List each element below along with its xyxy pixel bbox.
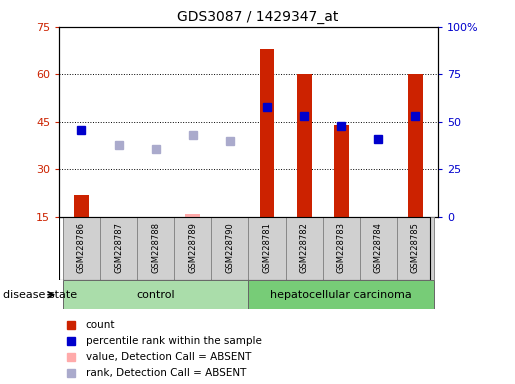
Text: GDS3087 / 1429347_at: GDS3087 / 1429347_at: [177, 10, 338, 23]
Bar: [63, 217, 100, 280]
Bar: [297, 74, 312, 217]
Text: GSM228785: GSM228785: [411, 222, 420, 273]
Text: value, Detection Call = ABSENT: value, Detection Call = ABSENT: [85, 352, 251, 362]
Bar: [260, 49, 274, 217]
Text: count: count: [85, 320, 115, 330]
Bar: [74, 195, 89, 217]
Text: GSM228789: GSM228789: [188, 222, 197, 273]
Text: rank, Detection Call = ABSENT: rank, Detection Call = ABSENT: [85, 368, 246, 379]
Bar: [286, 217, 323, 280]
Text: GSM228788: GSM228788: [151, 222, 160, 273]
Text: hepatocellular carcinoma: hepatocellular carcinoma: [270, 290, 412, 300]
Text: GSM228787: GSM228787: [114, 222, 123, 273]
Bar: [174, 217, 211, 280]
Text: percentile rank within the sample: percentile rank within the sample: [85, 336, 262, 346]
Text: GSM228790: GSM228790: [226, 222, 234, 273]
Bar: [185, 214, 200, 217]
Text: disease state: disease state: [3, 290, 77, 300]
Text: GSM228784: GSM228784: [374, 222, 383, 273]
Bar: [248, 280, 434, 309]
Text: GSM228786: GSM228786: [77, 222, 86, 273]
Text: GSM228783: GSM228783: [337, 222, 346, 273]
Text: GSM228781: GSM228781: [263, 222, 271, 273]
Text: control: control: [136, 290, 175, 300]
Text: GSM228782: GSM228782: [300, 222, 308, 273]
Bar: [211, 217, 248, 280]
Bar: [360, 217, 397, 280]
Bar: [137, 217, 174, 280]
Bar: [248, 217, 286, 280]
Bar: [408, 74, 423, 217]
Bar: [334, 125, 349, 217]
Bar: [63, 280, 248, 309]
Bar: [397, 217, 434, 280]
Bar: [100, 217, 137, 280]
Bar: [323, 217, 360, 280]
